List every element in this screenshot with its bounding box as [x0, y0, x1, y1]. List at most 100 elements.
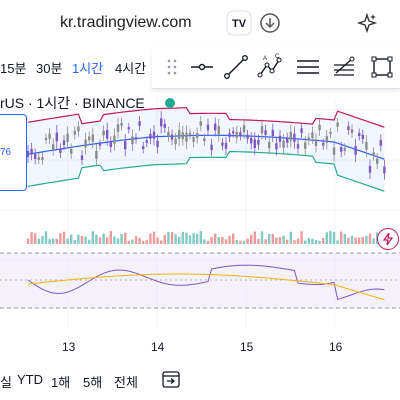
candle-body — [347, 126, 350, 131]
rectangle-icon[interactable] — [368, 53, 396, 81]
candle-body — [181, 132, 184, 140]
candle-body — [34, 154, 37, 159]
interval-4h[interactable]: 4시간 — [115, 61, 147, 76]
volume-bar — [120, 234, 123, 244]
candle-body — [59, 148, 62, 153]
candle-body — [264, 130, 267, 135]
candle-body — [84, 139, 87, 148]
interval-15m[interactable]: 15분 — [0, 61, 27, 76]
volume-bar — [300, 231, 303, 244]
volume-bar — [260, 231, 264, 244]
fib-icon[interactable] — [330, 53, 358, 81]
volume-bar — [268, 233, 271, 244]
volume-bar — [304, 240, 307, 244]
volume-bar — [131, 239, 134, 244]
range-ytd-partial[interactable]: 실 — [0, 375, 12, 390]
candle-body — [257, 139, 260, 145]
parallel-lines-icon[interactable] — [294, 53, 322, 81]
candle-body — [138, 121, 141, 126]
volume-bar — [124, 232, 127, 244]
interval-30m[interactable]: 30분 — [36, 61, 63, 76]
volume-bar — [289, 231, 292, 244]
candle-body — [116, 124, 120, 132]
download-icon[interactable] — [257, 10, 283, 36]
volume-bar — [181, 231, 184, 244]
volume-bar — [332, 231, 336, 244]
candle-body — [300, 128, 303, 133]
candle-body — [134, 137, 138, 140]
candle-body — [192, 137, 195, 142]
candle-body — [368, 165, 372, 173]
volume-bar — [178, 236, 181, 244]
candle-body — [95, 150, 98, 159]
candle-body — [376, 158, 379, 164]
range-5y[interactable]: 5해 — [83, 375, 103, 390]
volume-bar — [372, 238, 375, 244]
calendar-range-icon[interactable] — [160, 368, 182, 390]
volume-bar — [311, 238, 314, 244]
candle-body — [268, 141, 271, 149]
candle-body — [314, 139, 318, 146]
candle-body — [131, 136, 134, 145]
range-ytd[interactable]: YTD — [17, 372, 43, 387]
candle-body — [142, 146, 145, 150]
market-open-indicator — [165, 98, 175, 108]
volume-bar — [149, 233, 152, 244]
volume-bar — [127, 240, 130, 244]
candle-body — [37, 157, 40, 160]
volume-bar — [329, 231, 332, 244]
volume-bar — [322, 237, 325, 244]
volume-bar — [264, 239, 267, 244]
candle-body — [120, 122, 123, 126]
volume-bar — [73, 240, 76, 244]
interval-1h[interactable]: 1시간 — [72, 61, 104, 76]
volume-bar — [354, 237, 357, 244]
candle-body — [296, 144, 300, 149]
candle-body — [44, 137, 48, 141]
candle-body — [62, 140, 66, 145]
candle-body — [379, 140, 382, 146]
price-tag-value: 76 — [0, 147, 12, 158]
candle-body — [383, 166, 386, 174]
volume-bar — [174, 234, 177, 244]
candle-body — [106, 129, 109, 139]
volume-bar — [224, 239, 228, 244]
symbol-title[interactable]: rUS · 1시간 · BINANCE — [0, 95, 145, 111]
candle-body — [232, 131, 235, 134]
drag-handle-icon[interactable] — [158, 53, 186, 81]
x-axis-label: 14 — [151, 340, 165, 354]
horizontal-ray-icon[interactable] — [188, 53, 216, 81]
candle-body — [365, 141, 368, 150]
volume-bar — [217, 237, 220, 244]
volume-bar — [336, 240, 339, 244]
trend-line-icon[interactable] — [222, 53, 250, 81]
volume-bar — [55, 238, 58, 244]
candle-body — [260, 126, 264, 134]
volume-bar — [199, 231, 202, 244]
tradingview-logo-icon[interactable]: TV — [226, 10, 252, 36]
url-text[interactable]: kr.tradingview.com — [60, 14, 192, 31]
volume-bar — [314, 240, 318, 244]
price-label: 76 — [0, 114, 27, 191]
range-1y[interactable]: 1해 — [51, 375, 71, 390]
price-chart[interactable] — [0, 88, 400, 338]
volume-bar — [296, 238, 300, 244]
volume-bar — [62, 231, 66, 244]
volume-bar — [235, 239, 238, 244]
volume-bar — [30, 232, 33, 244]
range-all[interactable]: 전체 — [114, 375, 138, 390]
candle-body — [66, 133, 69, 142]
candle-body — [372, 152, 375, 157]
candle-body — [145, 140, 148, 143]
volume-bar — [286, 239, 289, 244]
candle-body — [325, 136, 328, 143]
candle-body — [163, 123, 166, 128]
candle-body — [73, 130, 76, 135]
candle-body — [239, 132, 242, 136]
sparkle-icon[interactable] — [354, 10, 380, 36]
candle-body — [170, 134, 174, 140]
bollinger-upper — [27, 107, 385, 128]
candle-body — [98, 143, 102, 146]
flash-icon[interactable] — [377, 228, 399, 250]
